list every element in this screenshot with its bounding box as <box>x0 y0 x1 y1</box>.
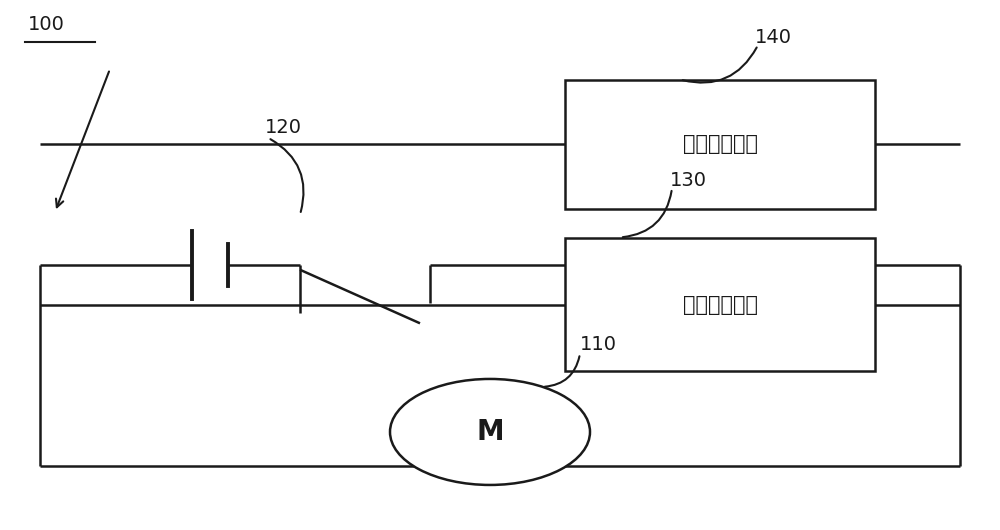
Bar <box>565 80 875 209</box>
Text: 检测控制电路: 检测控制电路 <box>682 135 758 154</box>
Text: M: M <box>476 418 504 446</box>
Text: 130: 130 <box>670 171 707 190</box>
Text: 100: 100 <box>28 15 65 34</box>
Text: 110: 110 <box>580 335 617 354</box>
Bar <box>565 238 875 371</box>
Text: 启动导通电路: 启动导通电路 <box>682 295 758 315</box>
Circle shape <box>390 379 590 485</box>
Text: 120: 120 <box>265 118 302 137</box>
Text: 140: 140 <box>755 28 792 47</box>
